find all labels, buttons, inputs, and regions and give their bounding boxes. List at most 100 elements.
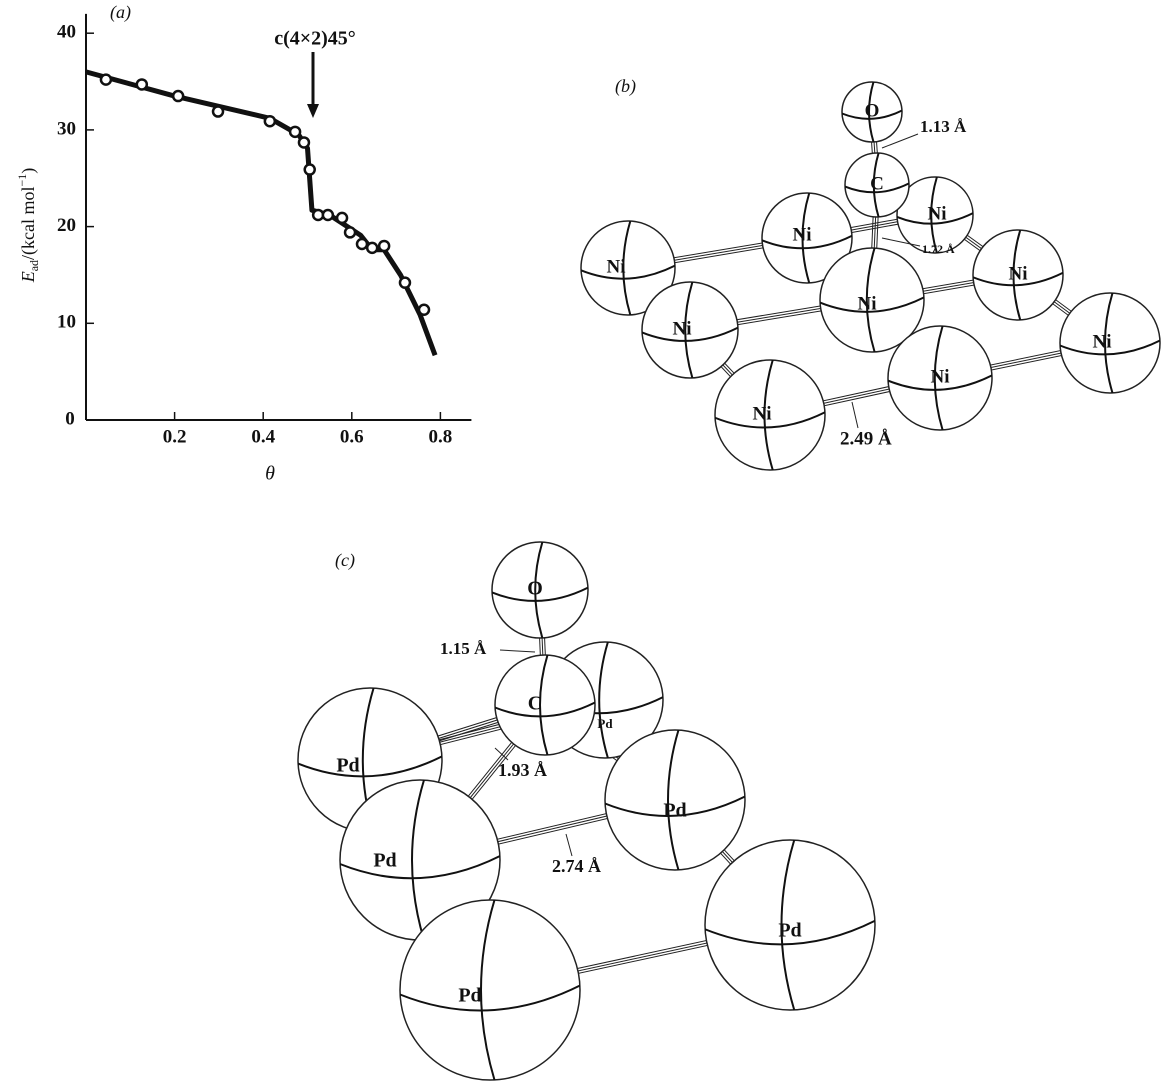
- atom: [761, 192, 853, 284]
- atom-equator: [896, 212, 974, 225]
- atom: [972, 229, 1064, 321]
- y-label-part: ): [18, 168, 39, 174]
- atom-meridian: [598, 641, 609, 759]
- atom-equator: [399, 984, 581, 1012]
- data-point: [297, 136, 311, 149]
- atom: [1059, 292, 1161, 394]
- x-axis-label: θ: [265, 463, 275, 485]
- atom-equator: [841, 109, 903, 120]
- data-point: [211, 105, 225, 118]
- atom-equator: [714, 411, 826, 429]
- atom-equator: [339, 855, 501, 880]
- atom: [580, 220, 676, 316]
- atom-equator: [844, 182, 910, 194]
- atom-label: Pd: [458, 985, 481, 1007]
- data-point: [335, 211, 349, 225]
- label-pointer: [881, 133, 919, 149]
- atom-label: Pd: [663, 800, 686, 822]
- atom-equator: [704, 919, 876, 946]
- atom-meridian: [684, 281, 694, 379]
- data-point: [417, 303, 431, 317]
- atom-meridian: [865, 247, 876, 353]
- y-axis-label: Ead/(kcal mol−1): [15, 168, 41, 284]
- data-point: [263, 114, 277, 128]
- atoms: Ni Ni Ni Ni Ni Ni Ni Ni Ni C O Pd Pd Pd Pd Pd Pd C O: [297, 81, 1161, 1081]
- bond-label: 2.49 Å: [840, 428, 892, 449]
- fit-curve: [85, 69, 438, 357]
- annotation: c(4×2)45°: [274, 28, 356, 50]
- x-tick-label: 0.8: [429, 426, 453, 447]
- atom-label: Ni: [753, 403, 772, 424]
- atom-meridian: [1012, 229, 1022, 321]
- atom-equator: [1059, 339, 1161, 356]
- panel-label: (a): [110, 2, 131, 23]
- atom-label: O: [865, 100, 880, 121]
- atom: [896, 176, 974, 254]
- atom-meridian: [667, 729, 680, 871]
- bond-label: 1.13 Å: [920, 117, 967, 136]
- panel-label: (c): [335, 550, 355, 571]
- atom-label: Pd: [336, 755, 359, 777]
- atom-label: Ni: [793, 224, 812, 245]
- atom-label: Pd: [597, 716, 613, 731]
- atom-label: Pd: [778, 920, 801, 942]
- atom: [494, 654, 596, 756]
- atom-label: Ni: [931, 366, 950, 387]
- atom-equator: [641, 326, 739, 342]
- atom-meridian: [872, 152, 880, 218]
- data-point: [171, 89, 185, 103]
- atom-label: Ni: [928, 203, 947, 224]
- data-point: [288, 125, 302, 139]
- atom-label: Ni: [673, 318, 692, 339]
- annotation-arrowhead: [307, 104, 319, 118]
- atom-label: C: [870, 173, 884, 194]
- atom: [887, 325, 993, 431]
- atom: [841, 81, 903, 143]
- panel-label: (b): [615, 76, 636, 97]
- atom-equator: [972, 271, 1064, 287]
- atom-label: Ni: [1093, 331, 1112, 352]
- atom-meridian: [534, 541, 544, 639]
- data-point: [377, 239, 391, 253]
- atom: [641, 281, 739, 379]
- y-tick-label: 30: [57, 118, 76, 139]
- bond-label: 2.74 Å: [552, 856, 601, 876]
- atom-meridian: [933, 325, 944, 431]
- atom-label: Ni: [1009, 263, 1028, 284]
- y-tick-label: 20: [57, 215, 76, 236]
- atom: [819, 247, 925, 353]
- atom-equator: [580, 264, 676, 280]
- data-point: [398, 276, 412, 289]
- atom-label: O: [527, 578, 543, 600]
- atom-equator: [887, 374, 993, 391]
- data-point: [355, 237, 369, 251]
- atom-meridian: [480, 899, 496, 1081]
- label-pointer: [881, 237, 921, 247]
- atom: [844, 152, 910, 218]
- label-pointer: [565, 833, 573, 857]
- x-tick-label: 0.6: [340, 426, 364, 447]
- data-point: [343, 226, 357, 239]
- y-label-part: /(kcal mol: [18, 186, 39, 259]
- atom-label: Ni: [607, 256, 626, 277]
- atom: [491, 541, 589, 639]
- atom-meridian: [763, 359, 774, 471]
- atom-meridian: [539, 654, 549, 756]
- atom-equator: [819, 296, 925, 313]
- atom-meridian: [868, 81, 875, 143]
- atom-meridian: [1104, 292, 1114, 394]
- bond-label: 1.15 Å: [440, 639, 487, 658]
- atom: [704, 839, 876, 1011]
- y-label-part: ad: [27, 260, 41, 271]
- x-tick-label: 0.2: [163, 426, 187, 447]
- atom-equator: [494, 701, 596, 718]
- atom-label: Ni: [858, 293, 877, 314]
- x-tick-label: 0.4: [251, 426, 275, 447]
- atom-equator: [297, 755, 443, 778]
- label-pointer: [851, 401, 859, 429]
- atom-meridian: [622, 220, 632, 316]
- data-point: [99, 73, 113, 86]
- atom-label: Pd: [373, 850, 396, 872]
